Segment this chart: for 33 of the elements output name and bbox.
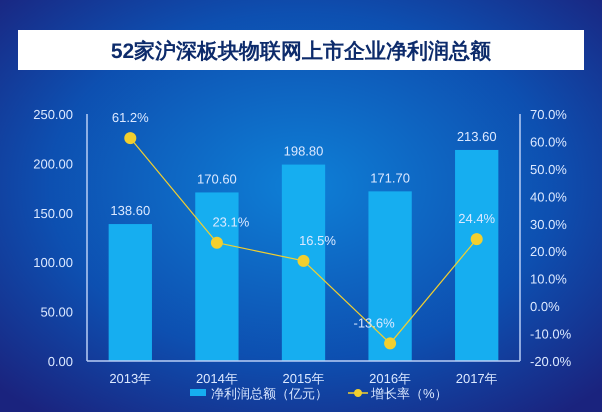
y2-tick-label: 40.0% bbox=[530, 189, 568, 204]
y-tick-label: 100.00 bbox=[33, 255, 73, 270]
y2-tick-label: -20.0% bbox=[530, 354, 572, 369]
data-label: 170.60 bbox=[197, 171, 237, 186]
y2-tick-label: 70.0% bbox=[530, 107, 568, 122]
x-tick-label: 2017年 bbox=[456, 371, 498, 386]
x-tick-label: 2015年 bbox=[282, 371, 324, 386]
y-tick-label: 150.00 bbox=[33, 206, 73, 221]
y-tick-label: 200.00 bbox=[33, 156, 73, 172]
y-tick-label: 0.00 bbox=[48, 354, 73, 369]
y2-tick-label: 60.0% bbox=[530, 134, 568, 150]
chart-title: 52家沪深板块物联网上市企业净利润总额 bbox=[110, 39, 492, 63]
data-label: 16.5% bbox=[299, 232, 336, 248]
data-label: 213.60 bbox=[456, 128, 497, 144]
data-label: 61.2% bbox=[112, 110, 150, 126]
y2-tick-label: -10.0% bbox=[530, 326, 572, 342]
data-label: 23.1% bbox=[212, 214, 250, 230]
data-label: 24.4% bbox=[458, 211, 496, 226]
legend-label: 增长率（%） bbox=[370, 386, 448, 401]
y-tick-label: 50.00 bbox=[40, 304, 73, 320]
y2-tick-label: 50.0% bbox=[530, 162, 568, 177]
data-label: 171.70 bbox=[370, 170, 410, 186]
y2-tick-label: 20.0% bbox=[530, 244, 568, 260]
legend-label: 净利润总额（亿元） bbox=[211, 386, 328, 401]
data-label: 198.80 bbox=[284, 144, 324, 159]
y-tick-label: 250.00 bbox=[33, 107, 73, 122]
x-tick-label: 2013年 bbox=[109, 371, 152, 386]
x-tick-label: 2016年 bbox=[369, 371, 412, 386]
y2-tick-label: 30.0% bbox=[530, 216, 568, 232]
data-label: 138.60 bbox=[110, 203, 150, 218]
x-tick-label: 2014年 bbox=[196, 371, 238, 386]
y2-tick-label: 10.0% bbox=[530, 272, 568, 287]
y2-tick-label: 0.0% bbox=[530, 299, 560, 314]
